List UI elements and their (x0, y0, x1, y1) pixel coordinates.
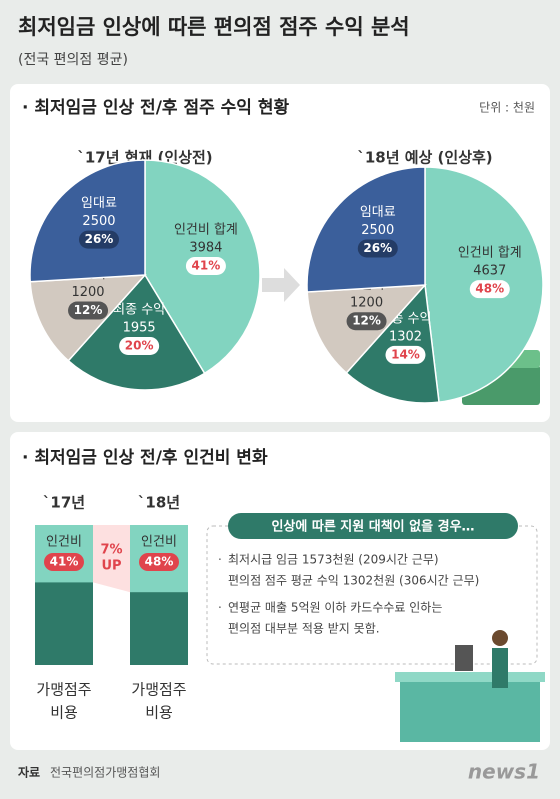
percent-pill (357, 239, 398, 258)
percent-label: 26% (363, 241, 392, 255)
percent-pill (78, 230, 119, 249)
percent-pill (119, 336, 160, 355)
pie-title: `18년 예상 (인상후) (357, 149, 492, 167)
bottom-label: 비용 (145, 704, 173, 722)
value-label: 48% (145, 555, 174, 569)
slice-value: 1200 (350, 296, 383, 311)
percent-pill (469, 280, 510, 299)
percent-pill (44, 553, 84, 571)
slice-value: 1200 (71, 285, 104, 300)
slice-value: 2500 (82, 214, 115, 229)
percent-label: 20% (125, 338, 154, 352)
percent-pill (68, 301, 109, 320)
slice-label: 최종 수익 (113, 302, 165, 317)
pie-slice (306, 166, 426, 293)
note-title: 인상에 따른 지원 대책이 없을 경우… (271, 519, 474, 535)
arrow (262, 268, 300, 302)
unit: 단위 : 천원 (479, 100, 535, 115)
slice-value: 3984 (189, 240, 222, 255)
category-label: `17년 (43, 494, 85, 512)
slice-value: 1302 (389, 329, 422, 344)
slice-label: 인건비 합계 (174, 222, 238, 237)
change-label: UP (101, 559, 121, 574)
bullet: · (218, 601, 222, 615)
subtitle: (전국 편의점 평균) (18, 52, 128, 68)
category-label: `18년 (138, 494, 180, 512)
slice-label: 임대료 (81, 196, 117, 211)
note-item: 최저시급 임금 1573천원 (209시간 근무) (228, 552, 439, 567)
bullet: · (218, 553, 222, 567)
note-item: 연평균 매출 5억원 이하 카드수수료 인하는 (228, 601, 442, 615)
percent-label: 12% (74, 303, 103, 317)
percent-label: 48% (475, 282, 504, 296)
slice-value: 1955 (123, 320, 156, 335)
percent-pill (346, 312, 387, 331)
source-label: 자료 (18, 765, 40, 780)
section-title: · 최저임금 인상 전/후 점주 수익 현황 (22, 97, 289, 118)
slice-value: 4637 (473, 264, 506, 279)
slice-label: 임대료 (360, 205, 396, 220)
bottom-label: 가맹점주 (131, 681, 186, 699)
percent-label: 41% (192, 258, 221, 272)
percent-pill (185, 256, 226, 275)
pie-slice (67, 273, 206, 391)
store-illustration (395, 630, 545, 742)
note-item: 편의점 대부분 적용 받지 못함. (228, 622, 380, 636)
section-title: · 최저임금 인상 전/후 인건비 변화 (22, 447, 268, 468)
note-pill (228, 513, 518, 539)
slice-value: 2500 (361, 223, 394, 238)
logo: news1 (468, 760, 540, 784)
percent-label: 12% (352, 314, 381, 328)
bottom-label: 가맹점주 (36, 681, 91, 699)
pie-slice (29, 159, 146, 283)
pie-slice (345, 283, 440, 404)
panel (10, 432, 550, 750)
bottom-label: 비용 (50, 704, 78, 722)
change-band (93, 525, 130, 593)
percent-label: 26% (85, 232, 114, 246)
note-item: 편의점 점주 평균 수익 1302천원 (306시간 근무) (228, 573, 479, 588)
series-name: 인건비 (46, 535, 82, 550)
title: 최저임금 인상에 따른 편의점 점주 수익 분석 (18, 15, 410, 39)
change-label: 7% (100, 543, 122, 558)
percent-pill (385, 345, 426, 364)
slice-label: 인건비 합계 (458, 246, 522, 261)
pie-title: `17년 현재 (인상전) (77, 149, 212, 167)
source: 전국편의점가맹점협회 (50, 766, 160, 780)
percent-label: 14% (391, 347, 420, 361)
value-label: 41% (50, 555, 79, 569)
percent-pill (139, 553, 179, 571)
series-name: 인건비 (141, 535, 177, 550)
